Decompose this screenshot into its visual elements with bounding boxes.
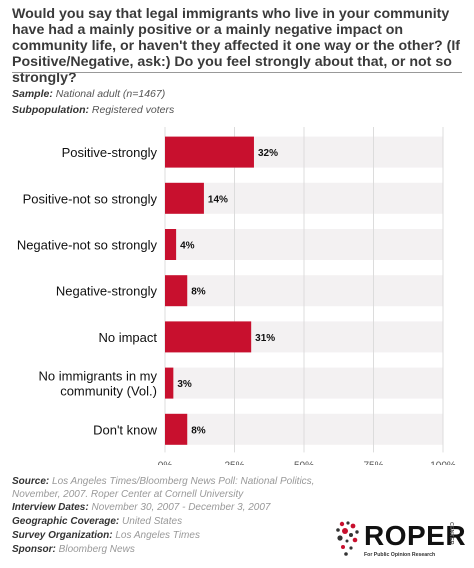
x-tick-label: 50% bbox=[294, 460, 314, 465]
value-label: 31% bbox=[255, 333, 275, 344]
sponsor-line: Sponsor: Bloomberg News bbox=[12, 544, 135, 557]
subpopulation-label: Subpopulation: bbox=[12, 104, 89, 116]
divider bbox=[12, 72, 462, 73]
geographic-coverage-line: Geographic Coverage: United States bbox=[12, 516, 182, 529]
x-tick-label: 25% bbox=[224, 460, 244, 465]
category-label: No impact bbox=[98, 330, 157, 345]
sample-value: National adult (n=1467) bbox=[55, 88, 166, 100]
survey-organization-value: Los Angeles Times bbox=[115, 530, 200, 541]
geographic-coverage-value: United States bbox=[122, 516, 183, 527]
value-label: 4% bbox=[180, 241, 195, 252]
source-line: Source: Los Angeles Times/Bloomberg News… bbox=[12, 476, 342, 501]
category-label: community (Vol.) bbox=[60, 384, 157, 399]
category-label: Negative-not so strongly bbox=[17, 238, 158, 253]
bar-chart: 0% 25% 50% 75% 100% Positive-strongly 32% Posit… bbox=[17, 127, 456, 465]
subpopulation-value: Registered voters bbox=[91, 104, 175, 116]
x-tick-label: 0% bbox=[158, 460, 173, 465]
bar bbox=[165, 413, 188, 445]
x-tick-label: 100% bbox=[430, 460, 456, 465]
bar bbox=[165, 275, 188, 307]
bar bbox=[165, 182, 204, 214]
value-label: 3% bbox=[177, 379, 192, 390]
category-label: Positive-strongly bbox=[62, 145, 158, 160]
question-text: Would you say that legal immigrants who … bbox=[12, 6, 460, 86]
source-label: Source: bbox=[12, 476, 50, 487]
survey-organization-label: Survey Organization: bbox=[12, 530, 113, 541]
survey-organization-line: Survey Organization: Los Angeles Times bbox=[12, 530, 200, 543]
subpopulation-line: Subpopulation: Registered voters bbox=[12, 104, 174, 116]
value-label: 32% bbox=[258, 148, 278, 159]
bar bbox=[165, 367, 174, 399]
value-label: 14% bbox=[208, 194, 228, 205]
category-label: No immigrants in my bbox=[39, 369, 158, 384]
geographic-coverage-label: Geographic Coverage: bbox=[12, 516, 120, 527]
sponsor-value: Bloomberg News bbox=[58, 544, 135, 555]
logo-tagline: For Public Opinion Research bbox=[364, 552, 436, 558]
sample-line: Sample: National adult (n=1467) bbox=[12, 88, 165, 100]
interview-dates-label: Interview Dates: bbox=[12, 502, 89, 513]
x-tick-label: 75% bbox=[363, 460, 383, 465]
value-label: 8% bbox=[191, 425, 206, 436]
logo-center-text: CENTER bbox=[448, 522, 454, 545]
logo-wordmark: ROPER bbox=[364, 520, 467, 551]
value-label: 8% bbox=[191, 287, 206, 298]
interview-dates-value: November 30, 2007 - December 3, 2007 bbox=[91, 502, 271, 513]
bar bbox=[165, 321, 252, 353]
sample-label: Sample: bbox=[12, 88, 53, 100]
category-label: Negative-strongly bbox=[56, 284, 158, 299]
source-value: Los Angeles Times/Bloomberg News Poll: N… bbox=[12, 476, 315, 500]
category-label: Don't know bbox=[93, 422, 158, 437]
sponsor-label: Sponsor: bbox=[12, 544, 56, 555]
bar bbox=[165, 229, 177, 260]
roper-center-logo: ROPER CENTER For Public Opinion Research bbox=[334, 519, 470, 561]
bar bbox=[165, 136, 254, 168]
interview-dates-line: Interview Dates: November 30, 2007 - Dec… bbox=[12, 502, 270, 515]
roper-dots-icon bbox=[336, 521, 359, 556]
category-label: Positive-not so strongly bbox=[23, 191, 158, 206]
